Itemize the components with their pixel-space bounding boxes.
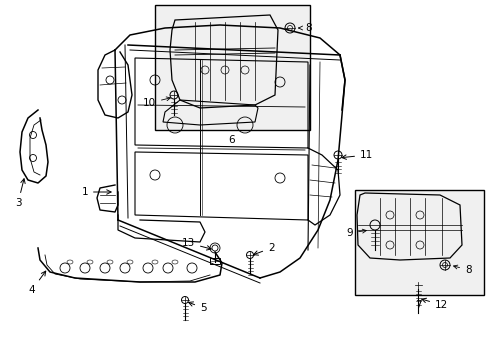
Bar [354,190,483,295]
Bar [155,5,309,130]
Text: 4: 4 [29,271,46,295]
Text: 6: 6 [228,135,235,145]
Text: 11: 11 [341,150,372,160]
Text: 10: 10 [142,97,170,108]
Text: 8: 8 [298,23,311,33]
Text: 8: 8 [453,265,470,275]
Text: 3: 3 [15,179,25,208]
Text: 9: 9 [346,228,366,238]
Text: 1: 1 [81,187,111,197]
Text: 2: 2 [253,243,274,255]
Text: 12: 12 [421,298,447,310]
Text: 5: 5 [188,302,206,313]
Text: 13: 13 [182,238,211,250]
Text: 7: 7 [414,300,421,310]
Bar [209,258,220,264]
